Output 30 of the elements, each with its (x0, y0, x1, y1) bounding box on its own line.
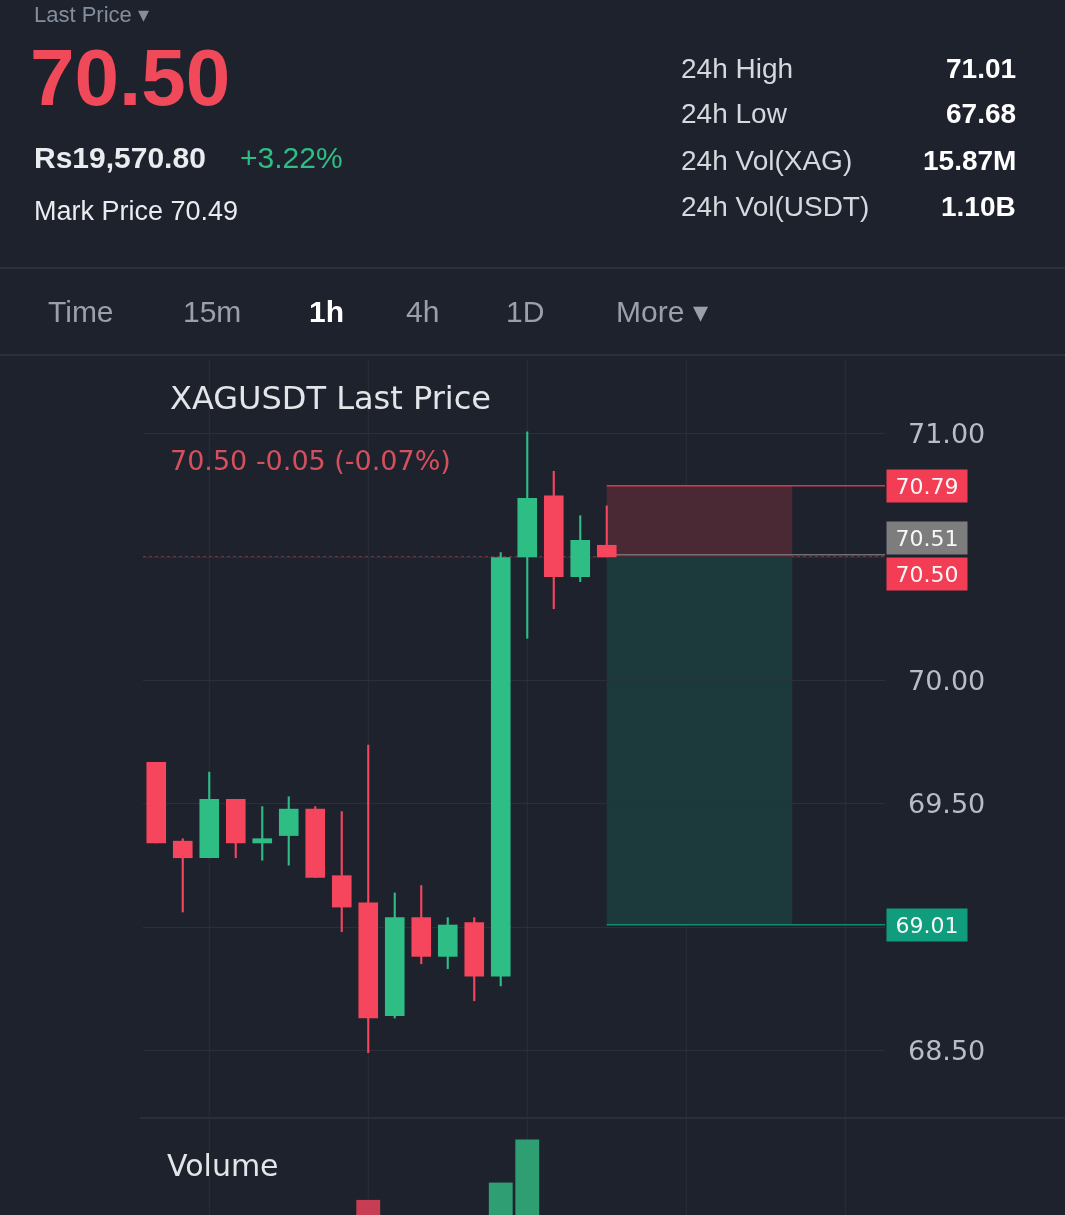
text: 1D (506, 295, 545, 328)
y-tick-label: 70.00 (908, 665, 986, 696)
text: 15.87M (923, 145, 1017, 176)
text: Last Price ▾ (34, 2, 149, 27)
ref-line-label: 70.79 (895, 473, 959, 499)
y-tick-label: 68.50 (908, 1034, 986, 1066)
text: 24h Vol(XAG) (681, 145, 853, 176)
ref-line-label: 70.50 (895, 561, 959, 587)
chart-title: Volume (167, 1148, 279, 1183)
text: Time (48, 295, 114, 328)
text: 1h (309, 295, 345, 328)
text: Mark Price 70.49 (34, 196, 239, 226)
text: +3.22% (240, 141, 343, 174)
text: 67.68 (946, 98, 1017, 129)
text: XAGUSDT Last Price (170, 379, 492, 417)
ref-line-label: 69.01 (895, 912, 959, 938)
text: 1.10B (941, 191, 1016, 222)
text: 71.01 (946, 53, 1017, 84)
text: 24h Vol(USDT) (681, 191, 870, 222)
y-tick-label: 71.00 (908, 418, 986, 450)
text: 15m (183, 295, 242, 328)
y-tick-label: 69.50 (908, 788, 986, 820)
text: 70.50 -0.05 (-0.07%) (170, 445, 451, 476)
ref-line-label: 70.51 (895, 525, 959, 551)
text: 4h (406, 295, 440, 328)
text: 24h High (681, 53, 794, 84)
text: Rs19,570.80 (34, 141, 206, 174)
text: More ▾ (616, 295, 708, 328)
text: 70.50 (30, 33, 231, 122)
text: 24h Low (681, 98, 788, 129)
